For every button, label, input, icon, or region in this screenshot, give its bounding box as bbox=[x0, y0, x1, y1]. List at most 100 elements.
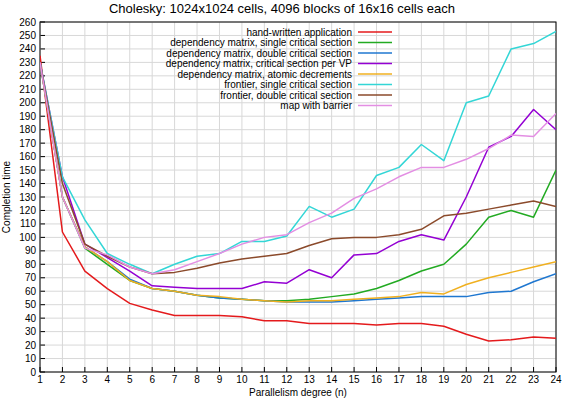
x-tick-label: 18 bbox=[416, 374, 428, 385]
tick-mark bbox=[62, 367, 63, 372]
tick-mark bbox=[40, 183, 45, 184]
grid-line bbox=[354, 22, 355, 372]
y-tick-label: 230 bbox=[19, 57, 36, 68]
tick-mark bbox=[354, 367, 355, 372]
tick-mark bbox=[40, 318, 45, 319]
tick-mark bbox=[219, 367, 220, 372]
grid-line bbox=[40, 143, 556, 144]
x-tick-label: 22 bbox=[506, 374, 518, 385]
x-tick-label: 21 bbox=[483, 374, 495, 385]
y-tick-label: 220 bbox=[19, 70, 36, 81]
series-line bbox=[40, 62, 556, 288]
tick-mark bbox=[286, 367, 287, 372]
x-tick-label: 11 bbox=[259, 374, 270, 385]
x-tick-label: 14 bbox=[326, 374, 338, 385]
y-tick-label: 140 bbox=[19, 178, 36, 189]
tick-mark bbox=[107, 367, 108, 372]
y-tick-label: 100 bbox=[19, 232, 36, 243]
grid-line bbox=[40, 291, 556, 292]
grid-line bbox=[40, 156, 556, 157]
tick-mark bbox=[40, 156, 45, 157]
x-tick-label: 8 bbox=[194, 374, 200, 385]
tick-mark bbox=[309, 367, 310, 372]
tick-mark bbox=[40, 223, 45, 224]
grid-line bbox=[40, 304, 556, 305]
tick-mark bbox=[40, 170, 45, 171]
tick-mark bbox=[488, 367, 489, 372]
tick-mark bbox=[40, 237, 45, 238]
tick-mark bbox=[40, 143, 45, 144]
legend-swatch bbox=[358, 42, 392, 44]
y-tick-label: 30 bbox=[25, 326, 37, 337]
y-tick-label: 130 bbox=[19, 192, 36, 203]
plot-frame bbox=[40, 22, 556, 372]
y-tick-label: 190 bbox=[19, 111, 36, 122]
grid-line bbox=[152, 22, 153, 372]
series-line bbox=[40, 62, 556, 300]
x-tick-label: 9 bbox=[217, 374, 223, 385]
tick-mark bbox=[533, 367, 534, 372]
tick-mark bbox=[331, 367, 332, 372]
x-tick-label: 6 bbox=[149, 374, 155, 385]
y-tick-label: 160 bbox=[19, 151, 36, 162]
x-tick-label: 10 bbox=[236, 374, 248, 385]
grid-line bbox=[40, 183, 556, 184]
grid-line bbox=[107, 22, 108, 372]
legend-swatch bbox=[358, 31, 392, 33]
title: Cholesky: 1024x1024 cells, 4096 blocks o… bbox=[109, 1, 455, 16]
y-tick-label: 150 bbox=[19, 165, 36, 176]
legend: hand-written applicationdependency matri… bbox=[166, 27, 392, 112]
y-tick-label: 170 bbox=[19, 138, 36, 149]
tick-mark bbox=[40, 264, 45, 265]
y-tick-label: 110 bbox=[20, 218, 36, 229]
grid-line bbox=[40, 223, 556, 224]
tick-mark bbox=[466, 367, 467, 372]
grid-line bbox=[443, 22, 444, 372]
chart: 0102030405060708090100110120130140150160… bbox=[0, 0, 564, 399]
y-tick-label: 50 bbox=[25, 299, 37, 310]
legend-label: dependency matrix, single critical secti… bbox=[170, 37, 352, 48]
grid-line bbox=[40, 197, 556, 198]
y-tick-label: 80 bbox=[25, 259, 37, 270]
x-tick-label: 4 bbox=[105, 374, 111, 385]
x-tick-label: 13 bbox=[304, 374, 316, 385]
tick-mark bbox=[421, 367, 422, 372]
grid-line bbox=[533, 22, 534, 372]
x-tick-label: 1 bbox=[37, 374, 43, 385]
grid-line bbox=[511, 22, 512, 372]
tick-mark bbox=[174, 367, 175, 372]
tick-mark bbox=[511, 367, 512, 372]
y-tick-label: 250 bbox=[19, 30, 36, 41]
x-axis-label: Parallelism degree (n) bbox=[249, 387, 347, 398]
y-tick-label: 10 bbox=[25, 353, 37, 364]
legend-label: hand-written application bbox=[246, 27, 352, 38]
y-tick-label: 90 bbox=[25, 245, 37, 256]
x-tick-label: 17 bbox=[393, 374, 405, 385]
x-tick-label: 24 bbox=[550, 374, 562, 385]
grid-line bbox=[40, 331, 556, 332]
x-tick-label: 7 bbox=[172, 374, 178, 385]
tick-mark bbox=[84, 367, 85, 372]
y-tick-label: 240 bbox=[19, 43, 36, 54]
x-tick-label: 2 bbox=[60, 374, 66, 385]
y-tick-label: 70 bbox=[25, 272, 37, 283]
tick-mark bbox=[40, 210, 45, 211]
tick-mark bbox=[40, 358, 45, 359]
grid-line bbox=[40, 318, 556, 319]
tick-mark bbox=[376, 367, 377, 372]
tick-mark bbox=[40, 291, 45, 292]
grid-line bbox=[129, 22, 130, 372]
x-tick-label: 19 bbox=[438, 374, 450, 385]
grid-line bbox=[421, 22, 422, 372]
grid-line bbox=[40, 277, 556, 278]
tick-mark bbox=[264, 367, 265, 372]
legend-label: frontier, double critical section bbox=[220, 90, 352, 101]
grid-line bbox=[40, 237, 556, 238]
tick-mark bbox=[443, 367, 444, 372]
x-tick-label: 23 bbox=[528, 374, 540, 385]
tick-mark bbox=[40, 102, 45, 103]
grid-line bbox=[40, 345, 556, 346]
tick-mark bbox=[40, 331, 45, 332]
y-tick-label: 180 bbox=[19, 124, 36, 135]
y-tick-label: 0 bbox=[30, 367, 36, 378]
